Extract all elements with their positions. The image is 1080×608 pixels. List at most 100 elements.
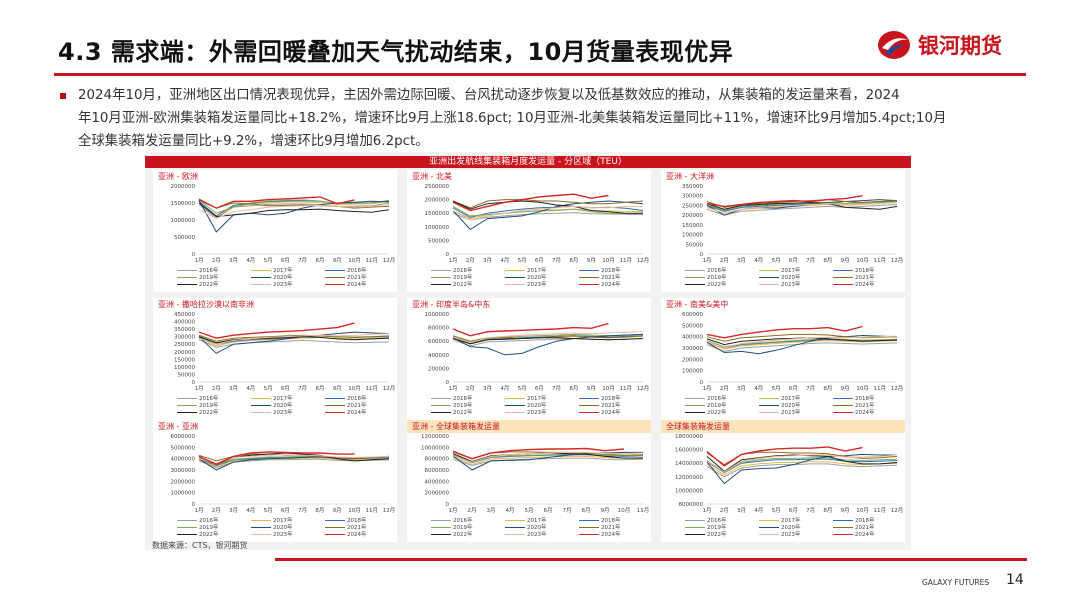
series-line xyxy=(198,202,390,219)
x-tick-label: 11月 xyxy=(619,257,632,264)
page-number: 14 xyxy=(1006,572,1024,588)
y-tick-label: 4000000 xyxy=(171,457,196,463)
legend-swatch xyxy=(251,411,271,414)
legend-item: 2024年 xyxy=(325,408,367,416)
x-tick-label: 2月 xyxy=(720,507,729,514)
legend-item: 2017年 xyxy=(505,516,547,524)
x-tick-label: 11月 xyxy=(873,507,886,514)
legend-item: 2019年 xyxy=(177,273,219,281)
data-source: 数据来源：CTS，银河期货 xyxy=(152,541,248,550)
y-tick-label: 200000 xyxy=(682,213,703,219)
y-tick-label: 500000 xyxy=(682,323,703,329)
legend-label: 2016年 xyxy=(707,518,727,524)
y-tick-label: 5000000 xyxy=(171,445,196,451)
legend-swatch xyxy=(177,283,197,286)
y-tick-label: 50000 xyxy=(178,372,196,378)
y-tick-label: 2500000 xyxy=(425,184,450,190)
x-tick-label: 8月 xyxy=(823,257,832,264)
legend-swatch xyxy=(579,526,599,529)
legend-swatch xyxy=(505,397,525,400)
x-tick-label: 10月 xyxy=(602,385,615,392)
y-tick-label: 250000 xyxy=(174,342,195,348)
legend-label: 2021年 xyxy=(347,525,367,531)
legend-label: 2016年 xyxy=(453,396,473,402)
y-tick-label: 1000000 xyxy=(425,312,450,318)
legend-item: 2023年 xyxy=(251,408,293,416)
legend-swatch xyxy=(505,533,525,536)
x-tick-label: 11月 xyxy=(365,507,378,514)
legend-swatch xyxy=(251,519,271,522)
legend-swatch xyxy=(685,411,705,414)
legend-item: 2022年 xyxy=(431,280,473,288)
y-tick-label: 1500000 xyxy=(171,201,196,207)
x-tick-label: 2月 xyxy=(212,507,221,514)
legend-swatch xyxy=(579,404,599,407)
y-tick-label: 200000 xyxy=(682,357,703,363)
x-tick-label: 3月 xyxy=(487,507,496,514)
legend-swatch xyxy=(833,404,853,407)
legend-swatch xyxy=(759,519,779,522)
legend-item: 2024年 xyxy=(833,530,875,538)
x-tick-label: 5月 xyxy=(772,257,781,264)
x-tick-label: 4月 xyxy=(506,507,515,514)
legend-item: 2017年 xyxy=(251,516,293,524)
legend-label: 2016年 xyxy=(453,518,473,524)
series-line xyxy=(452,337,644,345)
series-line xyxy=(706,340,898,350)
legend-label: 2019年 xyxy=(707,275,727,281)
legend-label: 2019年 xyxy=(453,403,473,409)
legend-swatch xyxy=(833,269,853,272)
series-line xyxy=(452,447,625,460)
chart-svg: 2500000 2000000 1500000 1000000 500000 01月 2月 3… xyxy=(425,184,650,264)
legend-swatch xyxy=(325,276,345,279)
legend-swatch xyxy=(505,269,525,272)
y-tick-label: 2000000 xyxy=(171,184,196,190)
x-tick-label: 3月 xyxy=(229,507,238,514)
legend-item: 2022年 xyxy=(177,408,219,416)
legend-item: 2020年 xyxy=(505,273,547,281)
x-tick-label: 7月 xyxy=(552,257,561,264)
legend-swatch xyxy=(251,269,271,272)
x-tick-label: 9月 xyxy=(601,507,610,514)
legend-swatch xyxy=(685,519,705,522)
legend-swatch xyxy=(685,397,705,400)
legend-item: 2022年 xyxy=(431,408,473,416)
legend-item: 2021年 xyxy=(579,273,621,281)
chart-title: 亚洲 - 亚洲 xyxy=(158,421,204,432)
series-line xyxy=(198,333,390,345)
legend-swatch xyxy=(251,404,271,407)
x-tick-label: 5月 xyxy=(772,385,781,392)
legend-swatch xyxy=(579,533,599,536)
chart-svg: 1000000 800000 600000 400000 200000 01月 2月 3月 4月… xyxy=(425,312,650,392)
series-line xyxy=(706,453,897,485)
legend-swatch xyxy=(685,269,705,272)
x-tick-label: 1月 xyxy=(195,385,204,392)
legend-swatch xyxy=(685,404,705,407)
legend-label: 2017年 xyxy=(781,268,801,274)
x-tick-label: 7月 xyxy=(298,385,307,392)
legend-swatch xyxy=(325,397,345,400)
legend-swatch xyxy=(251,276,271,279)
legend-label: 2019年 xyxy=(453,275,473,281)
legend-swatch xyxy=(685,276,705,279)
y-tick-label: 4000000 xyxy=(425,479,450,485)
legend-label: 2021年 xyxy=(601,275,621,281)
legend-swatch xyxy=(177,526,197,529)
legend-swatch xyxy=(759,411,779,414)
legend-item: 2021年 xyxy=(579,401,621,409)
y-tick-label: 3000000 xyxy=(171,468,196,474)
legend-label: 2018年 xyxy=(601,518,621,524)
series-line xyxy=(706,333,898,342)
x-tick-label: 6月 xyxy=(281,385,290,392)
chart-cell: 2000000 1500000 1000000 500000 0 1月 2月 3月 4月 5月 6月… xyxy=(153,170,397,292)
legend-label: 2023年 xyxy=(273,410,293,416)
series-line xyxy=(452,451,644,463)
x-tick-label: 5月 xyxy=(518,257,527,264)
legend-item: 2018年 xyxy=(833,266,875,274)
legend-swatch xyxy=(431,411,451,414)
x-tick-label: 9月 xyxy=(841,507,850,514)
x-tick-label: 11月 xyxy=(637,507,650,514)
x-tick-label: 2月 xyxy=(720,257,729,264)
legend-label: 2019年 xyxy=(199,275,219,281)
